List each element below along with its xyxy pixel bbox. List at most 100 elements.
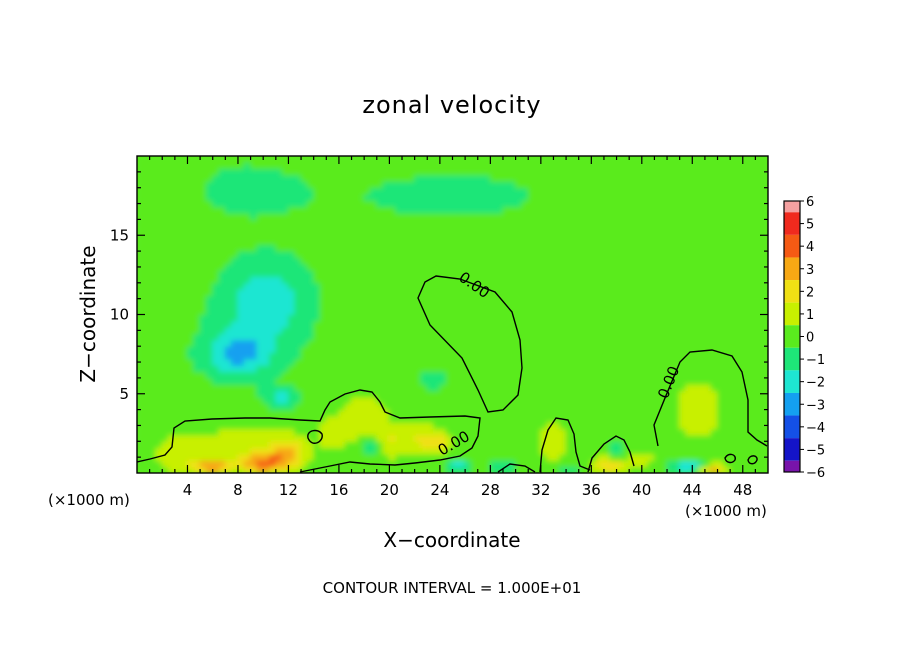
field-cell: [609, 326, 618, 335]
field-cell: [489, 358, 498, 366]
field-cell: [300, 161, 308, 170]
field-cell: [590, 402, 599, 411]
field-cell: [180, 225, 188, 233]
field-cell: [754, 269, 763, 277]
field-cell: [199, 345, 207, 354]
field-cell: [729, 206, 737, 214]
field-cell: [710, 459, 719, 468]
field-cell: [735, 275, 744, 284]
field-cell: [433, 156, 441, 163]
field-cell: [382, 244, 390, 252]
field-cell: [294, 193, 302, 201]
field-cell: [376, 187, 384, 195]
field-cell: [231, 231, 239, 239]
field-cell: [325, 168, 334, 176]
field-cell: [470, 168, 479, 176]
field-cell: [704, 466, 712, 473]
field-cell: [180, 199, 188, 208]
field-cell: [313, 453, 321, 461]
field-cell: [168, 237, 176, 246]
field-cell: [407, 199, 416, 208]
field-cell: [218, 396, 226, 404]
field-cell: [647, 288, 655, 296]
field-cell: [137, 206, 144, 214]
field-cell: [634, 256, 643, 265]
field-cell: [603, 409, 611, 417]
field-cell: [357, 466, 365, 473]
field-cell: [193, 187, 201, 195]
field-cell: [325, 314, 334, 322]
field-cell: [496, 206, 504, 214]
field-cell: [483, 326, 491, 335]
field-cell: [452, 402, 460, 411]
field-cell: [723, 377, 731, 385]
field-cell: [193, 415, 201, 423]
field-cell: [584, 275, 592, 284]
field-cell: [483, 301, 491, 309]
field-cell: [616, 371, 624, 379]
field-cell: [578, 275, 586, 284]
field-cell: [212, 301, 220, 309]
field-cell: [742, 396, 750, 404]
field-cell: [559, 409, 567, 417]
field-cell: [559, 383, 567, 392]
field-cell: [710, 168, 719, 176]
field-cell: [660, 434, 668, 442]
field-cell: [205, 307, 214, 315]
field-cell: [666, 320, 674, 328]
field-cell: [161, 333, 170, 341]
field-cell: [653, 212, 662, 220]
field-cell: [546, 174, 554, 182]
field-cell: [521, 225, 529, 233]
field-cell: [742, 314, 750, 322]
field-cell: [458, 161, 466, 170]
field-cell: [666, 377, 674, 385]
field-cell: [414, 333, 422, 341]
field-cell: [483, 434, 491, 442]
field-cell: [552, 371, 561, 379]
field-cell: [149, 206, 157, 214]
field-cell: [698, 206, 706, 214]
field-cell: [508, 168, 517, 176]
field-cell: [616, 174, 624, 182]
field-cell: [748, 428, 756, 436]
field-cell: [565, 383, 573, 392]
field-cell: [313, 225, 321, 233]
field-cell: [609, 428, 618, 436]
field-cell: [559, 282, 567, 290]
field-cell: [508, 428, 517, 436]
field-cell: [660, 225, 668, 233]
field-cell: [382, 396, 390, 404]
field-cell: [717, 237, 725, 246]
field-cell: [401, 256, 409, 265]
field-cell: [363, 377, 371, 385]
field-cell: [565, 231, 573, 239]
field-cell: [685, 421, 693, 430]
field-cell: [685, 383, 693, 392]
field-cell: [426, 415, 435, 423]
field-cell: [660, 421, 668, 430]
field-cell: [250, 434, 258, 442]
field-cell: [193, 364, 201, 373]
field-cell: [628, 231, 636, 239]
field-cell: [685, 320, 693, 328]
field-cell: [243, 440, 252, 449]
field-cell: [180, 377, 188, 385]
field-cell: [243, 307, 252, 315]
field-cell: [452, 320, 460, 328]
field-cell: [742, 206, 750, 214]
field-cell: [691, 180, 700, 189]
field-cell: [376, 156, 384, 163]
field-cell: [616, 156, 624, 163]
field-cell: [338, 421, 346, 430]
field-cell: [616, 275, 624, 284]
field-cell: [306, 218, 315, 227]
field-cell: [515, 275, 523, 284]
field-cell: [237, 301, 245, 309]
field-cell: [401, 415, 409, 423]
field-cell: [344, 421, 353, 430]
field-cell: [407, 447, 416, 455]
field-cell: [653, 231, 662, 239]
field-cell: [597, 466, 605, 473]
field-cell: [458, 364, 466, 373]
